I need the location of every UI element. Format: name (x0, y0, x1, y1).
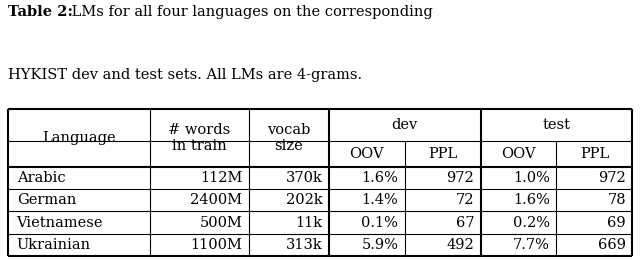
Text: 972: 972 (598, 171, 626, 185)
Text: 500M: 500M (199, 216, 242, 230)
Text: German: German (17, 193, 76, 207)
Text: test: test (543, 118, 570, 132)
Text: Vietnamese: Vietnamese (17, 216, 103, 230)
Text: Language: Language (42, 131, 116, 145)
Text: 0.1%: 0.1% (362, 216, 398, 230)
Text: OOV: OOV (501, 147, 536, 161)
Text: 2400M: 2400M (190, 193, 242, 207)
Text: Table 2:: Table 2: (8, 5, 73, 20)
Text: 1.0%: 1.0% (513, 171, 550, 185)
Text: 11k: 11k (296, 216, 323, 230)
Text: vocab
size: vocab size (267, 123, 310, 153)
Text: 78: 78 (607, 193, 626, 207)
Text: 69: 69 (607, 216, 626, 230)
Text: dev: dev (392, 118, 418, 132)
Text: Ukrainian: Ukrainian (17, 238, 91, 252)
Text: 492: 492 (447, 238, 474, 252)
Text: 1.4%: 1.4% (362, 193, 398, 207)
Text: LMs for all four languages on the corresponding: LMs for all four languages on the corres… (67, 5, 432, 20)
Text: 7.7%: 7.7% (513, 238, 550, 252)
Text: 313k: 313k (286, 238, 323, 252)
Text: 1100M: 1100M (190, 238, 242, 252)
Text: 72: 72 (456, 193, 474, 207)
Text: Arabic: Arabic (17, 171, 65, 185)
Text: # words
in train: # words in train (168, 123, 230, 153)
Text: 0.2%: 0.2% (513, 216, 550, 230)
Text: 112M: 112M (200, 171, 242, 185)
Text: 5.9%: 5.9% (362, 238, 398, 252)
Text: 972: 972 (447, 171, 474, 185)
Text: PPL: PPL (580, 147, 609, 161)
Text: PPL: PPL (428, 147, 458, 161)
Text: OOV: OOV (349, 147, 384, 161)
Text: 1.6%: 1.6% (362, 171, 398, 185)
Text: HYKIST dev and test sets. All LMs are 4-grams.: HYKIST dev and test sets. All LMs are 4-… (8, 68, 362, 82)
Text: 67: 67 (456, 216, 474, 230)
Text: 1.6%: 1.6% (513, 193, 550, 207)
Text: 202k: 202k (286, 193, 323, 207)
Text: 669: 669 (598, 238, 626, 252)
Text: 370k: 370k (285, 171, 323, 185)
